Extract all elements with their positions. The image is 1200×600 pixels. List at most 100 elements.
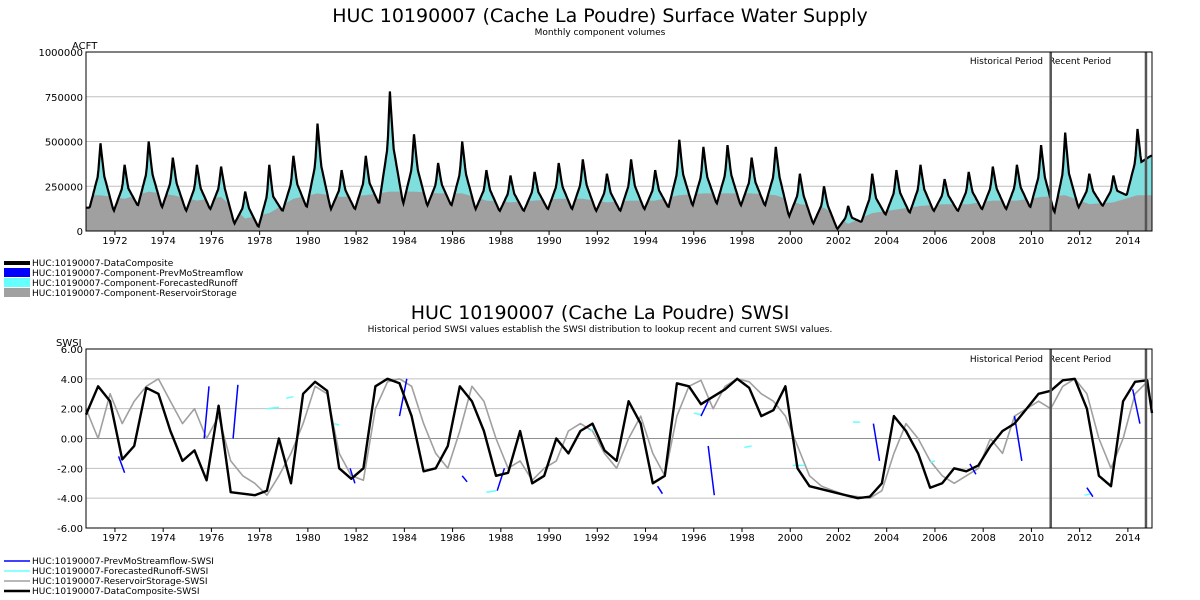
- segment-prevmostreamflow-swsi-8: [656, 485, 664, 495]
- line-datacomposite: [86, 91, 1152, 231]
- x-tick-label: 1982: [343, 236, 368, 247]
- chart2-recent-period-label: Recent Period: [1049, 355, 1111, 365]
- chart2-y-axis: -6.00 -4.00 -2.00 0.00 2.00 4.00 6.00: [57, 345, 83, 535]
- legend-item-prevmostreamflow-swsi: HUC:10190007-PrevMoStreamflow-SWSI: [4, 557, 214, 567]
- x-tick-label: 2014: [1115, 533, 1140, 544]
- x-tick-label: 1984: [392, 533, 417, 544]
- x-tick-label: 1988: [488, 236, 513, 247]
- x-tick-label: 1996: [681, 533, 706, 544]
- x-tick-label: 1986: [440, 533, 465, 544]
- segment-forecastedrunoff-swsi-2: [286, 395, 294, 399]
- chart1-title: HUC 10190007 (Cache La Poudre) Surface W…: [332, 5, 867, 27]
- legend-label-datacomposite: HUC:10190007-DataComposite: [32, 259, 174, 269]
- legend-swatch-forecastedrunoff: [4, 278, 30, 287]
- x-tick-label: 2006: [922, 236, 947, 247]
- chart2-historical-period-label: Historical Period: [970, 355, 1043, 365]
- chart2-title: HUC 10190007 (Cache La Poudre) SWSI: [411, 302, 790, 324]
- x-tick-label: 1998: [729, 533, 754, 544]
- segment-prevmostreamflow-swsi-7: [496, 468, 506, 491]
- x-tick-label: 1996: [681, 236, 706, 247]
- x-tick-label: 1972: [102, 533, 127, 544]
- x-tick-label: 2002: [826, 236, 851, 247]
- x-tick-label: 1982: [343, 533, 368, 544]
- segment-prevmostreamflow-swsi-14: [1086, 487, 1094, 498]
- y-tick-label: 2.00: [61, 405, 83, 416]
- x-tick-label: 1992: [585, 533, 610, 544]
- y-tick-label: 6.00: [61, 345, 83, 356]
- chart2-plot-area: [84, 377, 1154, 500]
- chart2-subtitle: Historical period SWSI values establish …: [368, 325, 833, 335]
- y-tick-label: 0: [77, 227, 83, 238]
- x-tick-label: 1980: [295, 533, 320, 544]
- legend-item-forecastedrunoff-swsi: HUC:10190007-ForecastedRunoff-SWSI: [4, 567, 208, 577]
- segment-forecastedrunoff-swsi-6: [693, 412, 702, 416]
- y-tick-label: 500000: [45, 138, 83, 149]
- chart1-y-axis: 0 250000 500000 750000 1000000: [38, 48, 83, 238]
- segment-prevmostreamflow-swsi-3: [232, 384, 239, 439]
- segment-forecastedrunoff-swsi-3: [334, 422, 340, 426]
- segment-prevmostreamflow-swsi-11: [872, 423, 881, 462]
- x-tick-label: 1984: [392, 236, 417, 247]
- x-tick-label: 2012: [1067, 236, 1092, 247]
- x-tick-label: 2004: [874, 236, 899, 247]
- segment-prevmostreamflow-swsi-1: [117, 456, 126, 474]
- x-tick-label: 1974: [150, 236, 175, 247]
- chart2-period-markers: Historical Period Recent Period: [970, 349, 1148, 528]
- y-tick-label: 1000000: [38, 48, 83, 59]
- legend-item-reservoirstorage: HUC:10190007-Component-ReservoirStorage: [4, 288, 237, 299]
- x-tick-label: 1976: [199, 533, 224, 544]
- legend-item-datacomposite-swsi: HUC:10190007-DataComposite-SWSI: [4, 587, 199, 597]
- x-tick-label: 1980: [295, 236, 320, 247]
- segment-forecastedrunoff-swsi-4: [486, 489, 497, 493]
- legend-label-reservoirstorage-swsi: HUC:10190007-ReservoirStorage-SWSI: [32, 577, 208, 587]
- segment-prevmostreamflow-swsi-6: [461, 475, 468, 483]
- chart1-recent-period-label: Recent Period: [1049, 57, 1111, 67]
- x-tick-label: 1978: [247, 533, 272, 544]
- line-datacomposite-swsi: [84, 377, 1154, 500]
- y-tick-label: -4.00: [57, 494, 83, 505]
- x-tick-label: 2008: [970, 236, 995, 247]
- legend-swatch-datacomposite: [4, 261, 30, 265]
- y-tick-label: -2.00: [57, 464, 83, 475]
- legend-item-forecastedrunoff: HUC:10190007-Component-ForecastedRunoff: [4, 278, 238, 289]
- x-tick-label: 2012: [1067, 533, 1092, 544]
- legend-label-forecastedrunoff-swsi: HUC:10190007-ForecastedRunoff-SWSI: [32, 567, 208, 577]
- x-tick-label: 2008: [970, 533, 995, 544]
- y-tick-label: -6.00: [57, 524, 83, 535]
- legend-label-prevmostreamflow: HUC:10190007-Component-PrevMoStreamflow: [32, 269, 243, 279]
- x-tick-label: 2014: [1115, 236, 1140, 247]
- x-tick-label: 1990: [536, 533, 561, 544]
- chart1-frame: [85, 51, 1153, 232]
- x-tick-label: 2010: [1019, 236, 1044, 247]
- chart2-x-axis: 1972 1974 1976 1978 1980 1982 1984 1986 1988 1990…: [102, 528, 1141, 544]
- chart1-x-axis: 1972 1974 1976 1978 1980 1982 1984 1986 1988 1990…: [102, 231, 1141, 247]
- x-tick-label: 1978: [247, 236, 272, 247]
- y-tick-label: 4.00: [61, 375, 83, 386]
- segment-prevmostreamflow-swsi-10: [707, 445, 716, 496]
- segment-prevmostreamflow-swsi-9: [700, 400, 709, 417]
- legend-label-prevmostreamflow-swsi: HUC:10190007-PrevMoStreamflow-SWSI: [32, 557, 214, 567]
- chart2-frame: [85, 348, 1153, 529]
- segment-prevmostreamflow-swsi-15: [1131, 389, 1141, 424]
- segment-forecastedrunoff-swsi-7: [744, 445, 752, 449]
- chart1-historical-period-label: Historical Period: [970, 57, 1043, 67]
- x-tick-label: 1992: [585, 236, 610, 247]
- segment-prevmostreamflow-swsi-2: [203, 386, 210, 439]
- x-tick-label: 2002: [826, 533, 851, 544]
- x-tick-label: 2010: [1019, 533, 1044, 544]
- x-tick-label: 1972: [102, 236, 127, 247]
- chart2-legend: HUC:10190007-PrevMoStreamflow-SWSI HUC:1…: [4, 557, 214, 597]
- y-tick-label: 250000: [45, 182, 83, 193]
- y-tick-label: 0.00: [61, 435, 83, 446]
- legend-item-reservoirstorage-swsi: HUC:10190007-ReservoirStorage-SWSI: [4, 577, 208, 587]
- legend-label-forecastedrunoff: HUC:10190007-Component-ForecastedRunoff: [32, 279, 238, 289]
- x-tick-label: 1974: [150, 533, 175, 544]
- segment-prevmostreamflow-swsi-4: [349, 468, 356, 484]
- x-tick-label: 1976: [199, 236, 224, 247]
- chart1-ylabel: ACFT: [72, 41, 98, 52]
- chart1-legend: HUC:10190007-DataComposite HUC:10190007-…: [4, 259, 243, 299]
- legend-label-reservoirstorage: HUC:10190007-Component-ReservoirStorage: [32, 289, 237, 299]
- segment-forecastedrunoff-swsi-1: [266, 406, 279, 410]
- x-tick-label: 2000: [778, 533, 803, 544]
- x-tick-label: 2006: [922, 533, 947, 544]
